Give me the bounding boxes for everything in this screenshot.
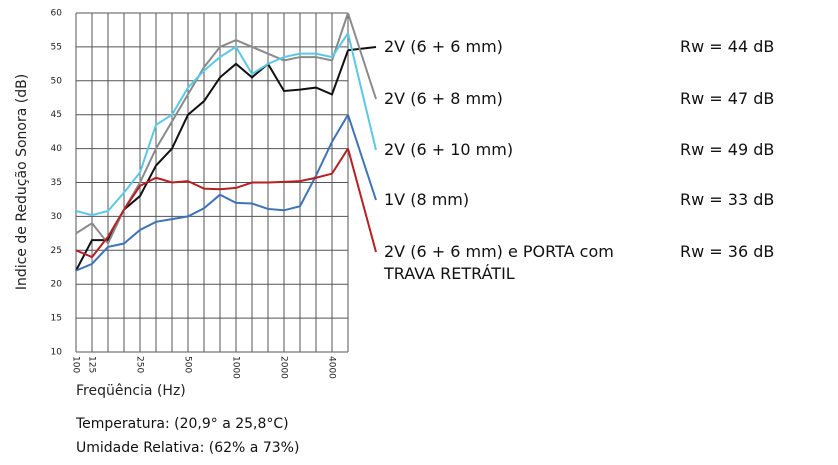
x-tick-label: 250 xyxy=(135,356,145,373)
x-tick-label: 100 xyxy=(71,356,81,373)
y-tick-label: 55 xyxy=(51,42,62,52)
rw-label: Rw = 49 dB xyxy=(680,140,775,159)
leader-line xyxy=(347,114,377,201)
leader-line xyxy=(347,12,377,100)
series-line xyxy=(75,32,349,217)
legend-label: 2V (6 + 6 mm) xyxy=(384,37,503,56)
y-tick-label: 45 xyxy=(51,110,62,120)
y-tick-label: 10 xyxy=(51,348,63,358)
y-tick-label: 20 xyxy=(51,280,63,290)
x-tick-label: 2000 xyxy=(279,356,289,379)
note: Temperatura: (20,9° a 25,8°C) xyxy=(76,416,289,432)
series-line xyxy=(75,114,349,272)
x-tick-label: 1000 xyxy=(231,356,241,379)
rw-label: Rw = 33 dB xyxy=(680,190,775,209)
series-line xyxy=(75,49,349,272)
y-tick-label: 50 xyxy=(51,76,63,86)
y-tick-label: 60 xyxy=(51,9,63,19)
y-tick-label: 25 xyxy=(51,246,62,256)
legend-label: 1V (8 mm) xyxy=(384,190,470,209)
series-line xyxy=(75,148,349,259)
y-tick-label: 35 xyxy=(51,178,62,188)
legend-label: 2V (6 + 10 mm) xyxy=(384,140,514,159)
legend-label: 2V (6 + 8 mm) xyxy=(384,89,503,108)
note: Umidade Relativa: (62% a 73%) xyxy=(76,440,300,456)
y-tick-label: 15 xyxy=(51,314,62,324)
x-tick-label: 500 xyxy=(183,356,193,373)
leader-line xyxy=(347,148,377,253)
series-line xyxy=(75,12,349,246)
legend-label: 2V (6 + 6 mm) e PORTA com TRAVA RETRÁTIL xyxy=(384,242,614,283)
y-tick-label: 30 xyxy=(51,212,63,222)
x-tick-label: 4000 xyxy=(327,356,337,379)
rw-label: Rw = 47 dB xyxy=(680,89,775,108)
rw-label: Rw = 44 dB xyxy=(680,37,775,56)
y-tick-label: 40 xyxy=(51,144,63,154)
x-axis-label: Freqüência (Hz) xyxy=(76,383,186,399)
leader-line xyxy=(347,33,377,151)
x-tick-label: 125 xyxy=(87,356,97,373)
rw-label: Rw = 36 dB xyxy=(680,242,775,261)
y-axis-label: Indice de Redução Sonora (dB) xyxy=(14,74,30,290)
